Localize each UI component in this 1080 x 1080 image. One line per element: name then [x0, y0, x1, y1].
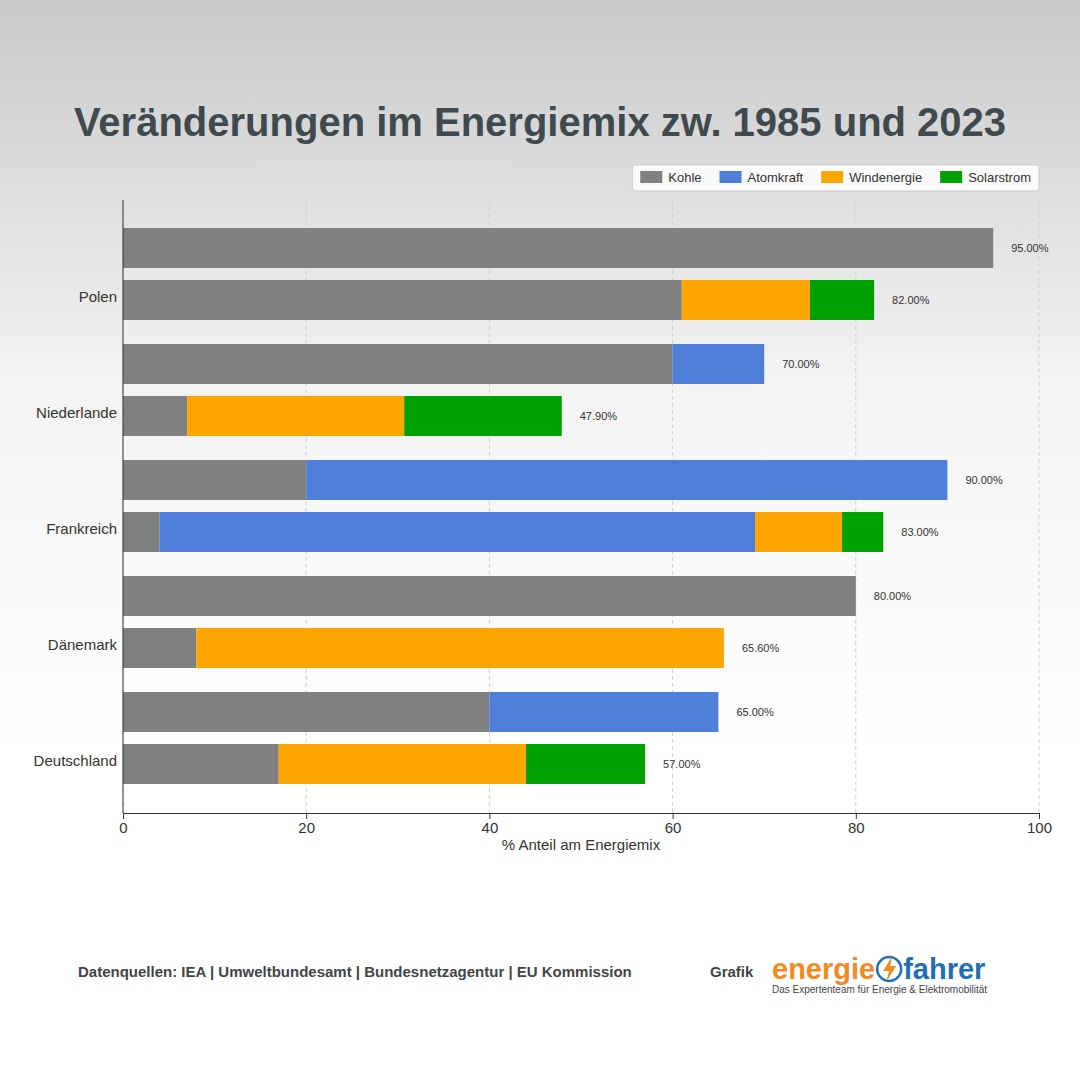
- total-label: 95.00%: [1011, 242, 1049, 254]
- legend-box: [632, 165, 1039, 191]
- legend-label: Windenergie: [849, 170, 922, 185]
- y-tick: Frankreich: [46, 520, 123, 537]
- x-tick-label: 0: [119, 819, 127, 836]
- legend-item: Atomkraft: [720, 170, 804, 185]
- bar: [526, 744, 645, 784]
- total-label: 80.00%: [874, 590, 912, 602]
- y-tick-label: Polen: [79, 288, 117, 305]
- total-label: 57.00%: [663, 758, 701, 770]
- legend-label: Kohle: [668, 170, 701, 185]
- logo: energie fahrerDas Expertenteam für Energi…: [772, 953, 987, 995]
- x-tick-label: 80: [848, 819, 865, 836]
- source: Datenquellen: IEA | Umweltbundesamt | Bu…: [78, 963, 632, 980]
- background: [0, 0, 1080, 1080]
- credit-label: Grafik: [710, 963, 754, 980]
- legend-item: Solarstrom: [940, 170, 1031, 185]
- y-tick-label: Deutschland: [34, 752, 117, 769]
- x-tick-label: 100: [1027, 819, 1052, 836]
- bar: [123, 576, 856, 616]
- logo-icon: [877, 956, 901, 982]
- y-tick: Polen: [79, 288, 123, 305]
- bar: [810, 280, 874, 320]
- y-axis: Polen Niederlande Frankreich Dänemark Deutsc…: [34, 288, 123, 769]
- x-tick-label: 20: [298, 819, 315, 836]
- bar: [123, 280, 682, 320]
- logo-bolt: [883, 956, 896, 982]
- x-tick: 0: [119, 813, 127, 836]
- logo-ring: [877, 957, 901, 981]
- y-tick-label: Niederlande: [36, 404, 117, 421]
- total-label: 65.00%: [736, 706, 774, 718]
- legend-swatch: [940, 171, 962, 183]
- grid-line: [123, 200, 124, 813]
- bar: [755, 512, 842, 552]
- total-label: 65.60%: [742, 642, 780, 654]
- bar: [123, 628, 196, 668]
- y-tick-label: Frankreich: [46, 520, 117, 537]
- bar: [187, 396, 404, 436]
- bar: [123, 692, 489, 732]
- bar: [196, 628, 724, 668]
- bar: [123, 512, 160, 552]
- x-tick: 100: [1027, 813, 1052, 836]
- bar: [489, 692, 718, 732]
- y-axis-line: [123, 200, 124, 813]
- series-2: [187, 280, 842, 784]
- legend-item: Kohle: [640, 170, 701, 185]
- bar: [306, 460, 947, 500]
- x-tick-label: 60: [665, 819, 682, 836]
- logo-text: fahrer: [903, 953, 985, 985]
- x-axis-line: [124, 813, 1040, 814]
- y-tick-label: Dänemark: [48, 636, 118, 653]
- grid-line: [1039, 200, 1040, 813]
- total-label: 90.00%: [965, 474, 1003, 486]
- series-0: [123, 228, 993, 784]
- total-label: 82.00%: [892, 294, 930, 306]
- bar: [404, 396, 562, 436]
- x-tick-label: 40: [482, 819, 499, 836]
- y-tick: Deutschland: [34, 752, 123, 769]
- total-label: 83.00%: [901, 526, 939, 538]
- bar: [279, 744, 526, 784]
- logo-text: energie: [772, 953, 875, 985]
- bar: [123, 744, 279, 784]
- logo-tagline: Das Expertenteam für Energie & Elektromo…: [772, 984, 987, 995]
- x-tick: 80: [848, 813, 865, 836]
- x-tick: 40: [482, 813, 499, 836]
- y-tick: Niederlande: [36, 404, 123, 421]
- bars: [123, 228, 993, 784]
- total-label: 47.90%: [580, 410, 618, 422]
- legend-swatch: [821, 171, 843, 183]
- chart-svg: Veränderungen im Energiemix zw. 1985 und…: [0, 0, 1080, 1080]
- bar: [673, 344, 765, 384]
- x-tick: 20: [298, 813, 315, 836]
- bar: [123, 460, 306, 500]
- bar: [123, 396, 187, 436]
- legend: Kohle Atomkraft Windenergie Solarstrom: [632, 165, 1039, 191]
- x-tick: 60: [665, 813, 682, 836]
- title: Veränderungen im Energiemix zw. 1985 und…: [74, 100, 1006, 144]
- series-3: [404, 280, 883, 784]
- x-axis: 0 20 40 60 80 100: [119, 813, 1052, 836]
- y-tick: Dänemark: [48, 636, 123, 653]
- bar: [160, 512, 755, 552]
- bar: [123, 228, 993, 268]
- legend-label: Solarstrom: [968, 170, 1031, 185]
- x-axis-title: % Anteil am Energiemix: [502, 836, 661, 853]
- bar: [123, 344, 673, 384]
- series-1: [160, 344, 948, 732]
- total-labels: 95.00% 82.00% 70.00% 47.90% 90.00% 83.00% 80.0…: [580, 242, 1049, 770]
- bar: [842, 512, 883, 552]
- legend-swatch: [720, 171, 742, 183]
- legend-item: Windenergie: [821, 170, 922, 185]
- bar: [682, 280, 810, 320]
- legend-label: Atomkraft: [748, 170, 804, 185]
- legend-swatch: [640, 171, 662, 183]
- grid: [123, 200, 1039, 813]
- total-label: 70.00%: [782, 358, 820, 370]
